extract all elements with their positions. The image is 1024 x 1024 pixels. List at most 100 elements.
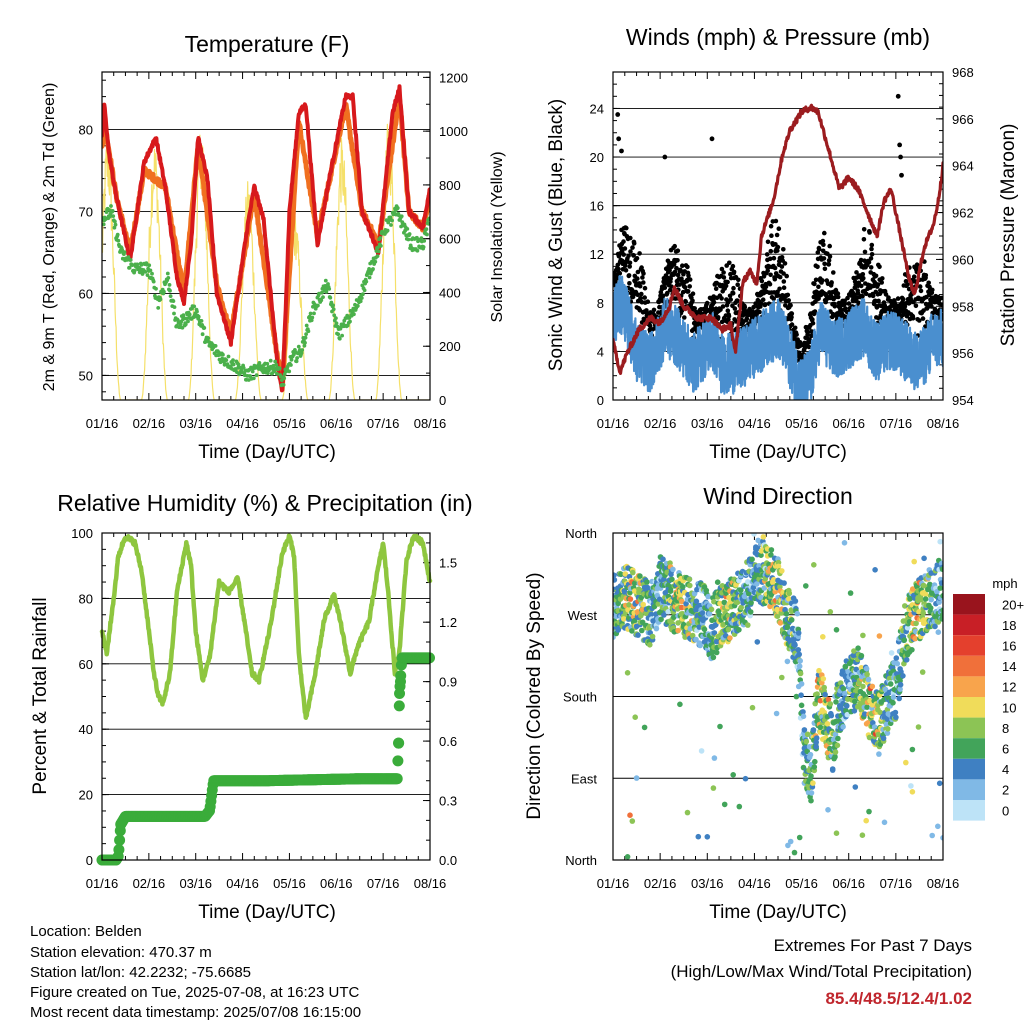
dewpoint-point bbox=[137, 270, 142, 275]
direction-xlabel: Time (Day/UTC) bbox=[709, 902, 847, 923]
y2-tick-label: 0 bbox=[439, 393, 446, 408]
gust-point bbox=[622, 246, 628, 251]
gust-point bbox=[775, 244, 781, 250]
gust-point bbox=[810, 317, 815, 322]
gust-point bbox=[866, 259, 872, 265]
dewpoint-point bbox=[154, 286, 158, 291]
direction-point bbox=[754, 581, 760, 587]
speed-legend: mph 20+ 18 16 14 12 10 8 6 4 2 0 bbox=[953, 576, 1024, 821]
dewpoint-point bbox=[156, 306, 161, 310]
direction-point bbox=[939, 566, 943, 572]
direction-point bbox=[876, 751, 882, 757]
direction-point bbox=[934, 589, 940, 595]
gust-point bbox=[771, 296, 776, 302]
gust-point bbox=[651, 307, 657, 313]
direction-point bbox=[829, 767, 836, 773]
direction-point bbox=[876, 633, 883, 639]
gust-point bbox=[776, 226, 782, 231]
info-elevation: Station elevation: 470.37 m bbox=[30, 944, 212, 961]
direction-point bbox=[629, 818, 636, 824]
dewpoint-point bbox=[422, 239, 427, 243]
direction-point bbox=[922, 596, 929, 602]
dewpoint-point bbox=[273, 359, 278, 364]
dewpoint-point bbox=[378, 236, 383, 240]
winds-title: Winds (mph) & Pressure (mb) bbox=[626, 24, 930, 50]
direction-point bbox=[940, 593, 943, 599]
y-tick-label: 70 bbox=[79, 204, 93, 219]
plot-frame bbox=[612, 71, 944, 401]
y-tick-label: 20 bbox=[79, 788, 93, 803]
direction-series bbox=[613, 533, 943, 860]
gust-point bbox=[859, 283, 864, 289]
direction-point bbox=[852, 698, 858, 705]
direction-point bbox=[801, 727, 808, 733]
dewpoint-point bbox=[359, 296, 364, 300]
y2-tick-label: 954 bbox=[952, 393, 974, 408]
dewpoint-point bbox=[196, 314, 201, 319]
dewpoint-point bbox=[113, 219, 117, 224]
x-tick-label: 06/16 bbox=[320, 876, 353, 891]
direction-point bbox=[755, 537, 761, 544]
direction-point bbox=[742, 775, 749, 782]
gust-point bbox=[692, 306, 697, 311]
direction-point bbox=[845, 696, 851, 702]
gust-point bbox=[846, 301, 852, 306]
legend-swatch bbox=[953, 800, 985, 821]
pressure-line bbox=[613, 103, 943, 375]
direction-point bbox=[706, 611, 713, 617]
gust-point bbox=[900, 296, 906, 302]
gust-point bbox=[781, 285, 787, 291]
legend-swatch bbox=[953, 697, 985, 718]
direction-point bbox=[882, 686, 889, 693]
gust-point bbox=[758, 301, 764, 306]
direction-point bbox=[810, 727, 817, 733]
legend-label: 14 bbox=[1002, 659, 1016, 674]
direction-point bbox=[897, 681, 904, 688]
direction-point bbox=[813, 744, 819, 750]
legend-label: 0 bbox=[1002, 803, 1009, 818]
direction-point bbox=[721, 599, 728, 606]
direction-point bbox=[788, 617, 795, 623]
gust-outlier-point bbox=[616, 136, 622, 142]
direction-point bbox=[665, 609, 671, 615]
direction-point bbox=[644, 579, 650, 585]
winds-y2label: Station Pressure (Maroon) bbox=[998, 124, 1019, 347]
direction-point bbox=[937, 585, 943, 591]
direction-tick-label: South bbox=[563, 690, 597, 705]
gust-point bbox=[735, 282, 740, 288]
gust-point bbox=[917, 318, 922, 323]
dewpoint-point bbox=[376, 249, 381, 254]
gust-point bbox=[723, 283, 729, 289]
gust-point bbox=[816, 284, 821, 290]
dewpoint-point bbox=[168, 288, 172, 293]
direction-point bbox=[911, 558, 917, 565]
y-tick-label: 24 bbox=[590, 101, 604, 116]
direction-point bbox=[839, 668, 846, 674]
temperature-y2label: Solar Insolation (Yellow) bbox=[489, 151, 506, 322]
direction-point bbox=[825, 696, 832, 703]
gust-point bbox=[913, 303, 919, 309]
gust-point bbox=[789, 315, 794, 320]
dewpoint-point bbox=[202, 326, 207, 330]
plot-frame bbox=[612, 532, 944, 861]
x-tick-label: 08/16 bbox=[927, 876, 960, 891]
dewpoint-point bbox=[199, 319, 204, 323]
gust-point bbox=[764, 252, 770, 257]
y-tick-label: 60 bbox=[79, 657, 93, 672]
dewpoint-point bbox=[419, 236, 424, 241]
dewpoint-point bbox=[303, 335, 308, 340]
y-tick-label: 60 bbox=[79, 286, 93, 301]
gust-point bbox=[675, 248, 681, 253]
dewpoint-point bbox=[415, 248, 420, 253]
gust-point bbox=[816, 246, 822, 252]
gust-point bbox=[626, 273, 632, 278]
direction-point bbox=[783, 611, 790, 617]
dewpoint-point bbox=[348, 319, 352, 324]
gust-point bbox=[781, 279, 787, 284]
direction-point bbox=[855, 645, 861, 651]
direction-point bbox=[847, 590, 854, 596]
direction-point bbox=[797, 670, 804, 677]
x-tick-label: 07/16 bbox=[880, 876, 913, 891]
direction-point bbox=[661, 612, 667, 618]
direction-point bbox=[693, 636, 699, 643]
